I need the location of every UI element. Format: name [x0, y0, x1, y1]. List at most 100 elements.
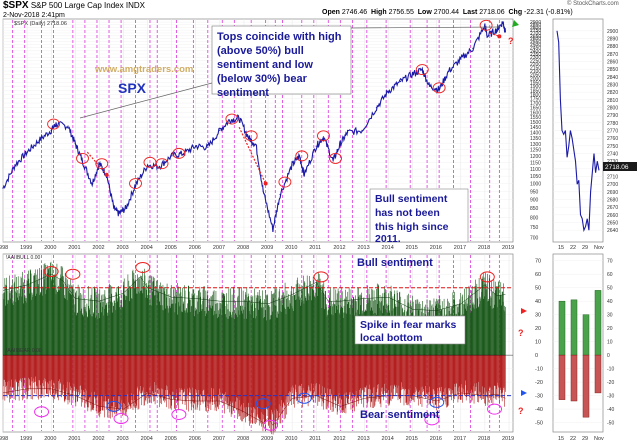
bull-sentiment-label: Bull sentiment	[357, 257, 433, 269]
x-tick-label-lower: 2004	[141, 436, 153, 442]
y-tick-label: 900	[530, 198, 539, 204]
spx-price-point	[448, 70, 450, 72]
sentiment-circle	[429, 396, 445, 408]
x-tick-label-upper: 1998	[0, 245, 8, 251]
trend-arrow-head	[104, 172, 109, 177]
highlight-circle	[47, 118, 61, 130]
detail-sent-y-tick-label: 30	[607, 313, 613, 319]
tops-note-line1: Tops coincide with high	[217, 31, 342, 43]
spx-price-point	[303, 174, 305, 176]
detail-x-tick-label: 15	[558, 245, 564, 251]
detail-y-tick-label: 2880	[607, 44, 618, 50]
x-tick-label-upper: 2019	[502, 245, 514, 251]
bull-note-line2: has not been	[375, 207, 440, 219]
detail-x-tick-label-lower: 29	[582, 436, 588, 442]
spx-price-point	[134, 184, 137, 186]
bull-note-line1: Bull sentiment	[375, 193, 448, 205]
x-tick-label-upper: 2012	[333, 245, 345, 251]
x-tick-label-lower: 2017	[454, 436, 466, 442]
sentiment-y-tick-label: -10	[535, 367, 543, 373]
spx-price-point	[339, 143, 341, 145]
detail-y-tick-label: 2900	[607, 29, 618, 35]
y-tick-label: 1800	[530, 92, 541, 98]
detail-sent-y-tick-label: 20	[607, 326, 613, 332]
trend-arrow-head	[497, 34, 502, 39]
spx-price-point	[38, 139, 40, 141]
y-tick-label: 2400	[530, 49, 541, 55]
y-tick-label: 950	[530, 189, 539, 195]
y-tick-label: 1600	[530, 110, 541, 116]
detail-y-tick-label: 2870	[607, 52, 618, 58]
x-tick-label-upper: 2003	[116, 245, 128, 251]
y-tick-label: 750	[530, 225, 539, 231]
detail-sent-y-tick-label: 10	[607, 340, 613, 346]
y-tick-label: 2750	[530, 28, 541, 34]
trend-arrow-head	[263, 181, 268, 186]
sentiment-y-tick-label: 10	[535, 340, 541, 346]
y-tick-label: 2800	[530, 25, 541, 31]
detail-sent-y-tick-label: 60	[607, 272, 613, 278]
sentiment-circle	[171, 408, 187, 420]
sentiment-y-tick-label: 20	[535, 326, 541, 332]
detail-bear-bar	[570, 354, 578, 402]
detail-bull-bar	[570, 299, 578, 356]
y-tick-label: 2200	[530, 62, 541, 68]
detail-x-tick-label-lower: 22	[570, 436, 576, 442]
trend-arrow	[86, 151, 108, 176]
spx-price-point	[81, 160, 84, 162]
highlight-circle	[432, 82, 446, 94]
spx-price-point	[315, 145, 317, 147]
detail-bull-bar	[582, 314, 590, 356]
index-name: S&P 500 Large Cap Index	[30, 1, 124, 10]
open-value: 2746.46	[341, 9, 368, 16]
watermark: www.amgtraders.com	[94, 64, 193, 75]
spx-price-point	[207, 146, 209, 148]
spx-price-point	[50, 129, 52, 131]
sentiment-circle	[43, 266, 59, 278]
fear-note-line1: Spike in fear marks	[360, 319, 456, 331]
low-value: 2700.44	[433, 9, 460, 16]
x-tick-label-lower: 2018	[478, 436, 490, 442]
y-tick-label: 2600	[530, 37, 541, 43]
x-tick-label-lower: 2019	[502, 436, 514, 442]
x-tick-label-upper: 2002	[92, 245, 104, 251]
tops-note-line5: sentiment	[217, 87, 269, 99]
detail-y-tick-label: 2770	[607, 129, 618, 135]
y-tick-label: 2350	[530, 52, 541, 58]
detail-sent-y-tick-label: 0	[607, 353, 610, 359]
y-tick-label: 1200	[530, 154, 541, 160]
sentiment-layer: ??	[2, 261, 602, 435]
note-pointer	[79, 82, 213, 119]
tops-note-line2: (above 50%) bull	[217, 45, 304, 57]
last-value-tag: 2718.06	[605, 164, 629, 171]
detail-bull-bar	[558, 300, 566, 356]
spx-price-point	[55, 123, 57, 125]
spx-price-point	[219, 129, 221, 131]
y-tick-label: 2850	[530, 23, 541, 29]
spx-price-point	[255, 144, 257, 146]
exchange: INDX	[125, 1, 145, 10]
detail-x-tick-label-lower: 15	[558, 436, 564, 442]
detail-y-tick-label: 2670	[607, 205, 618, 211]
x-tick-label-lower: 2009	[261, 436, 273, 442]
bull-note-line4: 2011.	[375, 233, 401, 245]
bull-arrow-icon	[521, 308, 527, 314]
spx-price-point	[412, 73, 414, 75]
timestamp: 2-Nov-2018 2:41pm	[3, 12, 65, 19]
x-tick-label-upper: 2015	[406, 245, 418, 251]
sentiment-circle	[255, 398, 271, 410]
y-tick-label: 2000	[530, 76, 541, 82]
spx-price-point	[2, 187, 4, 189]
y-tick-label: 1150	[530, 160, 541, 166]
spx-price-point	[399, 80, 402, 83]
y-tick-label: 2250	[530, 59, 541, 65]
highlight-circle	[225, 113, 239, 125]
x-tick-label-lower: 2008	[237, 436, 249, 442]
tops-note-box	[211, 25, 352, 95]
spx-price-point	[171, 155, 173, 157]
x-tick-label-upper: 2013	[357, 245, 369, 251]
detail-sent-y-tick-label: -50	[607, 421, 614, 427]
x-tick-label-upper: 2000	[44, 245, 56, 251]
